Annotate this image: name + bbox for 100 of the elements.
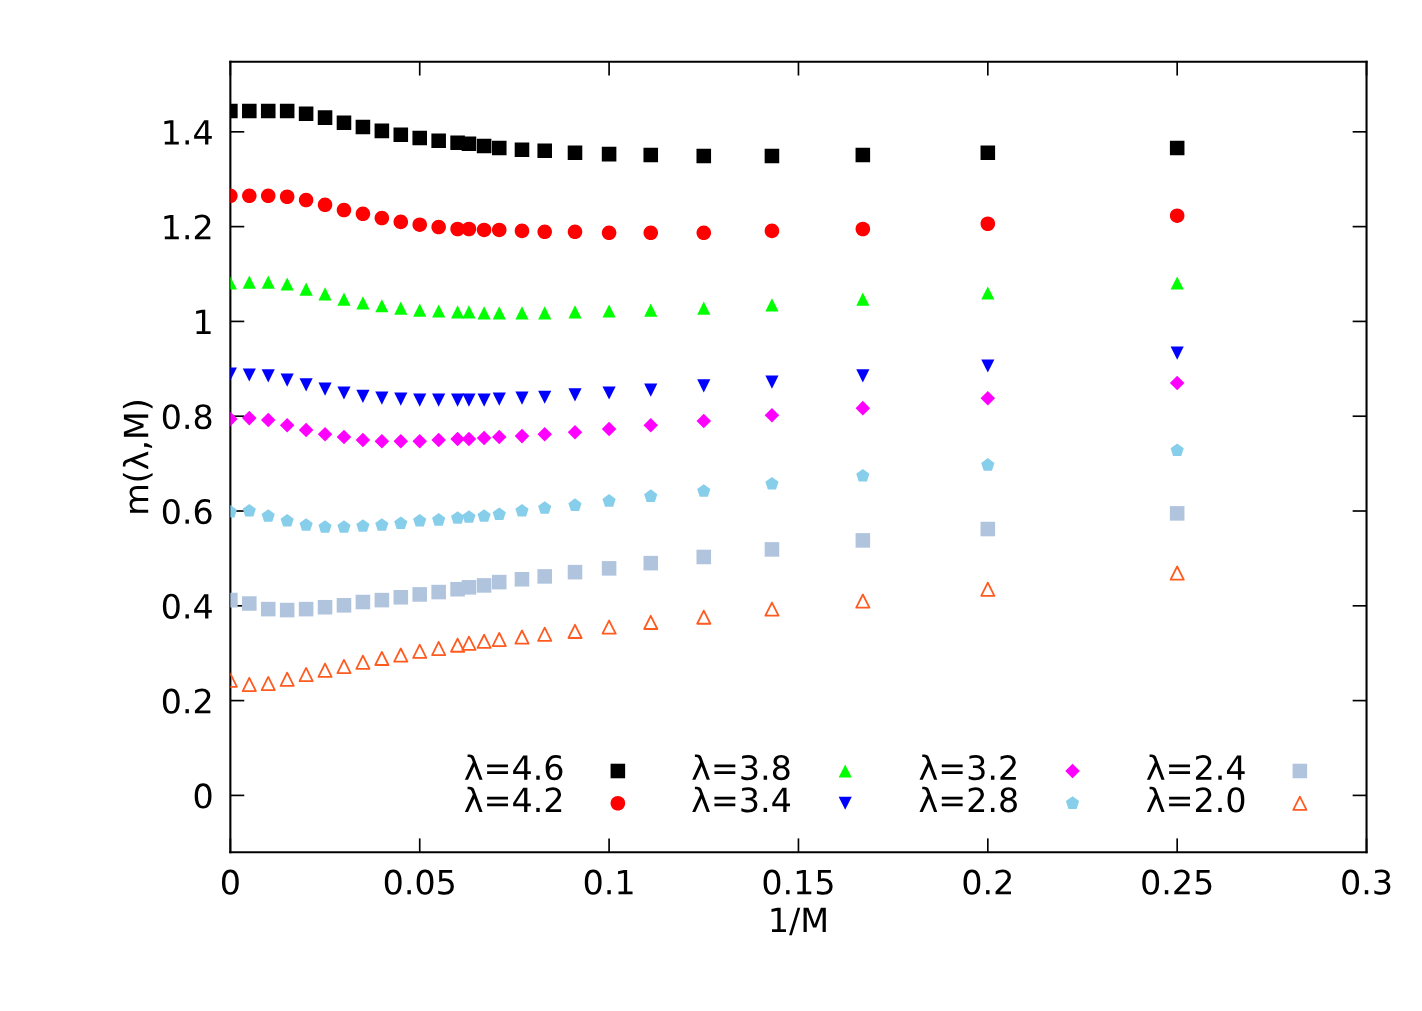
point [491, 140, 507, 156]
point [299, 378, 313, 392]
legend-label: λ=3.4 [692, 786, 790, 813]
point [336, 202, 352, 218]
point [356, 296, 370, 310]
point [375, 518, 389, 531]
point [374, 434, 390, 449]
point [856, 369, 870, 383]
point [980, 216, 996, 232]
point [461, 221, 477, 237]
point [451, 305, 465, 319]
point [602, 494, 616, 507]
point [601, 561, 617, 576]
point [261, 509, 275, 522]
point [696, 609, 712, 625]
point [537, 426, 552, 442]
point [462, 510, 476, 523]
point [280, 514, 294, 527]
point [431, 219, 446, 235]
point [1170, 443, 1184, 456]
point [1169, 506, 1185, 521]
point [431, 640, 447, 656]
point [514, 223, 530, 239]
point [643, 614, 659, 630]
point [279, 189, 295, 205]
point [643, 225, 659, 241]
point [765, 477, 779, 490]
point [567, 564, 583, 580]
point [764, 601, 780, 617]
point [356, 519, 370, 532]
point [477, 509, 491, 522]
point [491, 429, 507, 445]
point [537, 569, 552, 584]
legend-label: λ=3.8 [692, 754, 790, 781]
point [298, 601, 314, 617]
point [432, 393, 446, 407]
point [537, 143, 552, 159]
point [242, 368, 256, 382]
point [412, 130, 428, 146]
y-tick-label: 1 [196, 309, 211, 335]
point [393, 434, 409, 449]
point [318, 382, 332, 396]
point [643, 147, 659, 163]
point [515, 504, 529, 517]
x-tick-label: 0.3 [1342, 869, 1391, 895]
point [856, 468, 870, 482]
point [355, 206, 371, 222]
point [260, 103, 276, 119]
point [317, 426, 333, 442]
point [514, 571, 530, 587]
point [279, 103, 295, 119]
point [855, 147, 871, 163]
point [279, 417, 295, 433]
point [697, 379, 711, 393]
point [764, 407, 780, 423]
point [567, 623, 583, 639]
y-tick-label: 0.6 [162, 498, 212, 525]
y-tick-label: 1.4 [164, 120, 212, 145]
point [696, 549, 712, 565]
point [492, 392, 506, 406]
point [538, 306, 552, 320]
point [980, 145, 996, 160]
point [355, 119, 371, 135]
point [980, 521, 996, 537]
x-tick-label: 0.15 [763, 869, 833, 895]
x-tick-label: 0.25 [1142, 869, 1212, 895]
point [374, 650, 390, 666]
point [393, 589, 409, 605]
point [260, 188, 276, 204]
point [393, 214, 409, 230]
point [279, 602, 295, 618]
point [451, 511, 465, 524]
point [412, 587, 428, 602]
point [492, 507, 506, 520]
point [514, 142, 530, 158]
point [602, 304, 616, 318]
point [355, 594, 371, 610]
point [980, 581, 996, 597]
point [537, 626, 553, 642]
y-tick-label: 0.2 [162, 688, 211, 714]
point [1169, 140, 1185, 156]
point [643, 417, 659, 433]
point [980, 390, 996, 406]
point [355, 432, 371, 448]
y-tick-label: 0 [194, 783, 212, 809]
point [431, 432, 446, 448]
point [765, 298, 779, 312]
point [696, 148, 712, 164]
point [260, 412, 276, 428]
point [981, 359, 995, 373]
point [336, 598, 352, 613]
point [492, 306, 506, 320]
point [432, 304, 446, 318]
point [374, 210, 390, 226]
point [514, 629, 530, 645]
point [697, 301, 711, 315]
point [337, 520, 351, 533]
point [298, 106, 314, 122]
point [1169, 565, 1185, 581]
point [462, 305, 476, 319]
